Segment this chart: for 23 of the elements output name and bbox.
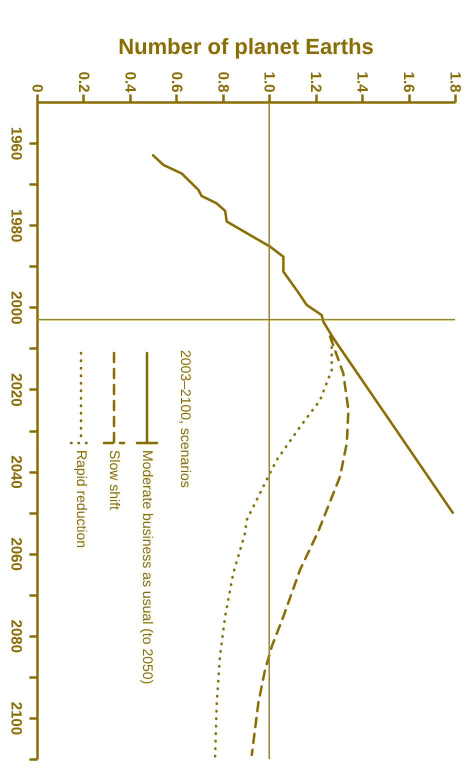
y-tick-label: 2040 — [8, 455, 24, 489]
legend-label: Moderate business as usual (to 2050) — [140, 450, 156, 684]
y-tick-label: 2100 — [8, 702, 24, 736]
x-tick-label: 1.4 — [354, 72, 371, 94]
x-tick-label: 0.4 — [121, 72, 138, 94]
legend-label: Rapid reduction — [74, 450, 90, 548]
y-tick-label: 2000 — [8, 291, 24, 324]
x-tick-label: 0.8 — [214, 72, 232, 92]
chart-title: Number of planet Earths — [118, 34, 374, 60]
x-tick-label: 0.6 — [168, 72, 185, 92]
y-tick-label: 2020 — [8, 373, 24, 407]
y-tick-label: 1960 — [8, 126, 24, 160]
legend-label: Slow shift — [107, 450, 123, 510]
x-tick-label: 1.8 — [446, 72, 464, 92]
x-tick-label: 1.0 — [260, 72, 278, 92]
x-tick-label: 1.2 — [307, 72, 324, 92]
y-tick-label: 2060 — [8, 538, 24, 571]
y-tick-label: 1980 — [8, 209, 24, 242]
x-tick-label: 0 — [28, 84, 46, 92]
legend-title: 2003–2100, scenarios — [178, 350, 194, 488]
y-tick-label: 2080 — [8, 620, 24, 653]
x-tick-label: 0.2 — [74, 72, 92, 92]
x-tick-label: 1.6 — [400, 72, 418, 92]
